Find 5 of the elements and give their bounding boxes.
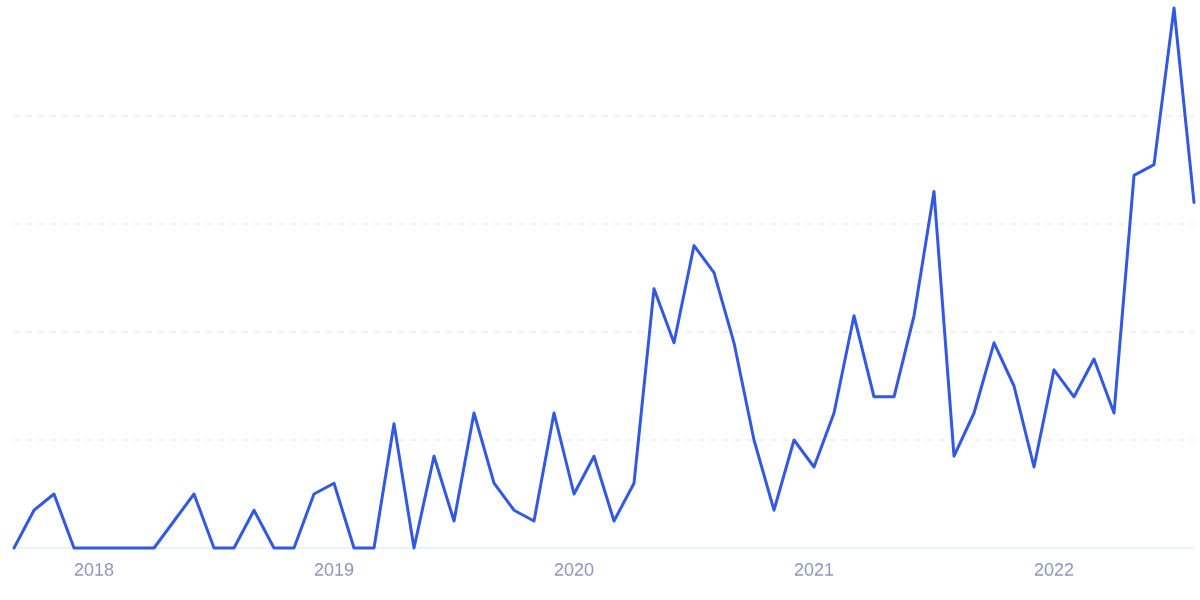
- x-tick-label: 2021: [794, 563, 834, 576]
- x-tick-label: 2020: [554, 563, 594, 576]
- x-tick-label: 2019: [314, 563, 354, 576]
- x-tick-label: 2022: [1034, 563, 1074, 576]
- x-tick-label: 2018: [74, 563, 114, 576]
